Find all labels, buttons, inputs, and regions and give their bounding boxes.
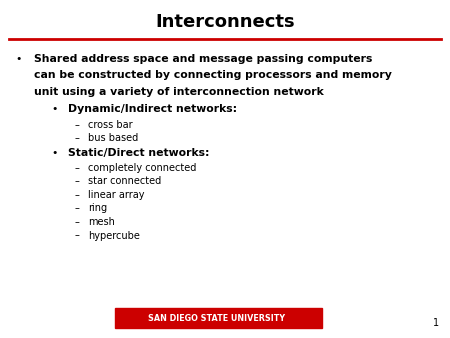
Text: Interconnects: Interconnects <box>155 13 295 31</box>
Text: SAN DIEGO STATE UNIVERSITY: SAN DIEGO STATE UNIVERSITY <box>148 314 285 322</box>
Text: –: – <box>74 203 79 214</box>
Text: –: – <box>74 231 79 241</box>
Text: •: • <box>16 54 22 64</box>
Text: star connected: star connected <box>88 176 161 187</box>
Text: unit using a variety of interconnection network: unit using a variety of interconnection … <box>34 87 324 97</box>
Text: completely connected: completely connected <box>88 163 196 173</box>
Text: –: – <box>74 176 79 187</box>
Text: –: – <box>74 190 79 200</box>
Text: •: • <box>52 104 58 115</box>
Text: –: – <box>74 120 79 130</box>
Text: bus based: bus based <box>88 133 138 143</box>
Text: hypercube: hypercube <box>88 231 140 241</box>
Text: –: – <box>74 163 79 173</box>
Text: ring: ring <box>88 203 107 214</box>
Text: 1: 1 <box>432 318 439 328</box>
Text: –: – <box>74 133 79 143</box>
Text: mesh: mesh <box>88 217 115 227</box>
Text: •: • <box>52 148 58 158</box>
Text: linear array: linear array <box>88 190 144 200</box>
Text: Static/Direct networks:: Static/Direct networks: <box>68 148 209 158</box>
Text: –: – <box>74 217 79 227</box>
Text: cross bar: cross bar <box>88 120 132 130</box>
Text: can be constructed by connecting processors and memory: can be constructed by connecting process… <box>34 70 392 80</box>
Text: Shared address space and message passing computers: Shared address space and message passing… <box>34 54 372 64</box>
Text: Dynamic/Indirect networks:: Dynamic/Indirect networks: <box>68 104 237 115</box>
FancyBboxPatch shape <box>115 308 322 328</box>
